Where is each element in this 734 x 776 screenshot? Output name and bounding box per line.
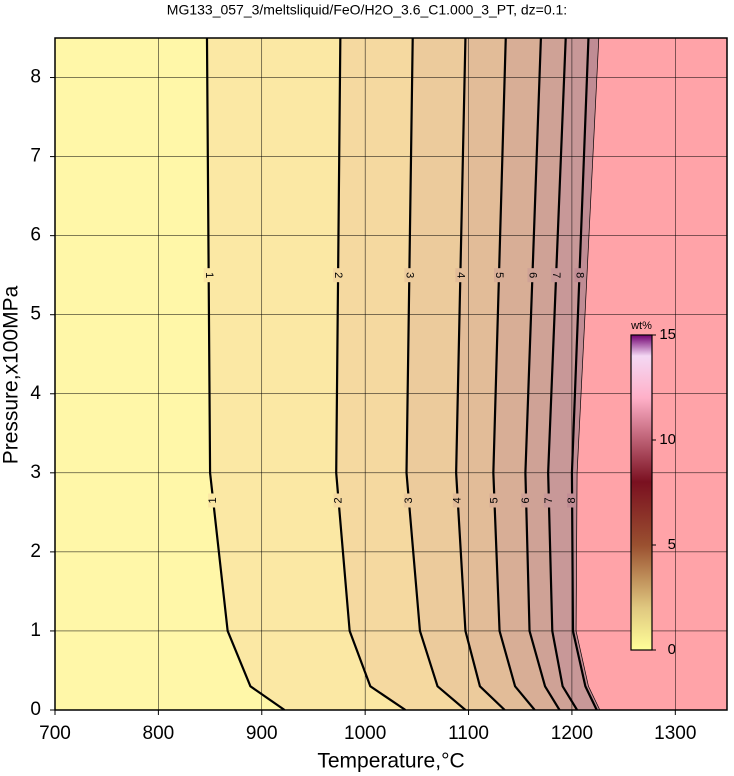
colorbar-tick-label: 0 xyxy=(668,641,676,658)
contour-label: 4 xyxy=(452,497,464,503)
colorbar-tick-label: 15 xyxy=(659,326,676,343)
contour-label-bg xyxy=(333,268,344,283)
colorbar-tick-label: 5 xyxy=(668,536,676,553)
contour-label-bg xyxy=(452,493,463,508)
x-tick-label: 1200 xyxy=(551,723,593,744)
colorbar xyxy=(630,334,653,651)
plot-frame xyxy=(54,37,728,711)
contour-label-bg xyxy=(521,493,532,508)
contour-label: 4 xyxy=(454,272,466,278)
y-tick-label: 5 xyxy=(30,304,41,325)
contour-line xyxy=(405,38,467,710)
y-tick-label: 3 xyxy=(30,462,41,483)
contour-line xyxy=(335,38,407,710)
contour-label-bg xyxy=(527,268,538,283)
contour-label: 2 xyxy=(332,272,344,278)
contour-label: 3 xyxy=(403,272,415,278)
contour-label-bg xyxy=(489,493,500,508)
contour-label-bg xyxy=(203,268,214,283)
plot-area: 1 1 2 2 3 3 4 4 5 5 6 6 7 7 8 8 xyxy=(55,38,727,710)
x-tick-label: 1100 xyxy=(448,723,489,744)
x-tick-label: 1300 xyxy=(654,723,696,744)
contour-label-bg xyxy=(551,268,562,283)
x-axis-label: Temperature,°C xyxy=(317,750,464,773)
contour-line xyxy=(570,38,598,710)
x-tick-label: 800 xyxy=(143,723,175,744)
contour-label-bg xyxy=(333,493,344,508)
contour-label: 2 xyxy=(332,497,344,503)
colorbar-label: wt% xyxy=(630,320,652,332)
y-tick-label: 0 xyxy=(30,699,41,720)
contour-label-bg xyxy=(493,268,504,283)
contour-label-bg xyxy=(567,493,578,508)
x-tick-label: 700 xyxy=(39,723,71,744)
contour-label: 1 xyxy=(207,497,219,503)
contour-label: 8 xyxy=(566,497,578,503)
y-axis-label: Pressure,x100MPa xyxy=(0,285,23,464)
melt-boundary xyxy=(575,38,601,710)
y-tick-label: 1 xyxy=(30,620,41,641)
y-tick-label: 6 xyxy=(30,225,41,246)
contour-label-bg xyxy=(404,268,415,283)
y-tick-label: 2 xyxy=(30,541,41,562)
x-tick-label: 900 xyxy=(246,723,278,744)
contour-line xyxy=(524,38,561,710)
colorbar-tick-label: 10 xyxy=(659,431,676,448)
contour-label: 7 xyxy=(543,497,555,503)
contour-label: 8 xyxy=(574,272,586,278)
contour-label: 6 xyxy=(527,272,539,278)
contour-label-bg xyxy=(543,493,554,508)
contour-label: 7 xyxy=(550,272,562,278)
contour-label: 6 xyxy=(520,497,532,503)
contour-label-bg xyxy=(455,268,466,283)
contour-label: 1 xyxy=(203,272,215,278)
y-tick-label: 8 xyxy=(30,67,41,88)
contour-band xyxy=(575,38,727,710)
contour-label: 3 xyxy=(403,497,415,503)
x-tick-label: 1000 xyxy=(344,723,386,744)
contour-label-bg xyxy=(403,493,414,508)
y-tick-label: 4 xyxy=(30,383,41,404)
contour-line xyxy=(547,38,579,710)
contour-line xyxy=(205,38,286,710)
contour-line xyxy=(455,38,506,710)
contour-label-bg xyxy=(208,493,219,508)
chart-title: MG133_057_3/meltsliquid/FeO/H2O_3.6_C1.0… xyxy=(167,2,567,18)
contour-label: 5 xyxy=(493,272,505,278)
contour-label: 5 xyxy=(488,497,500,503)
contour-line xyxy=(492,38,536,710)
y-tick-label: 7 xyxy=(30,146,41,167)
contour-label-bg xyxy=(574,268,585,283)
